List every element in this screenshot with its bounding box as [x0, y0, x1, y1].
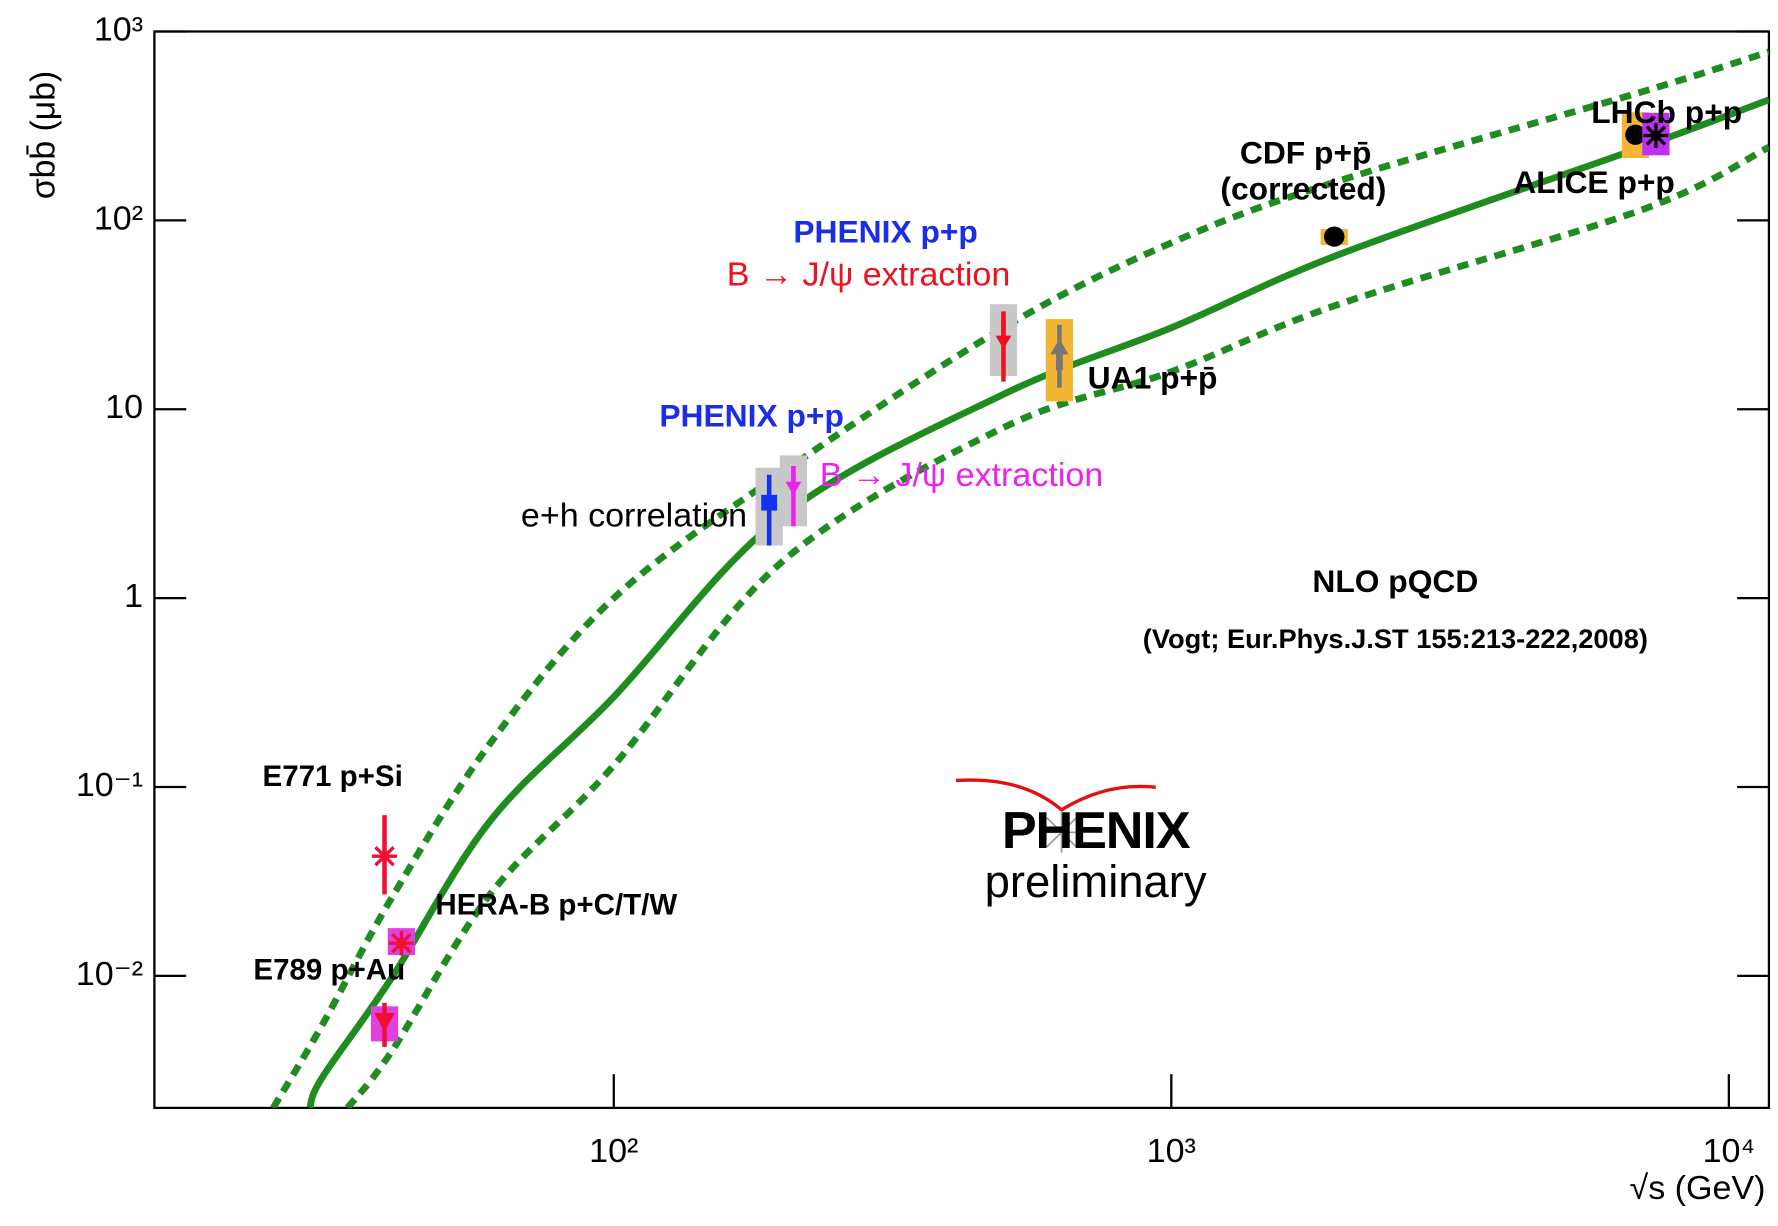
y-tick-label: 10⁻² — [76, 955, 143, 993]
theory-curve — [306, 96, 1769, 1108]
x-tick-label: 10² — [589, 1132, 638, 1170]
x-tick-label: 10³ — [1147, 1132, 1196, 1170]
annotation: PHENIX p+p — [793, 213, 978, 249]
annotation: B → J/ψ extraction — [727, 256, 1011, 294]
y-tick-label: 10³ — [94, 11, 143, 49]
annotation: NLO pQCD — [1312, 563, 1478, 599]
y-tick-label: 10⁻¹ — [76, 766, 143, 804]
annotation: e+h correlation — [521, 496, 747, 534]
annotation: E771 p+Si — [263, 760, 403, 793]
plot-frame — [153, 30, 1771, 1110]
theory-curve — [344, 144, 1769, 1108]
logo-arc — [955, 778, 1157, 812]
marker — [372, 843, 398, 869]
theory-curve — [270, 48, 1769, 1108]
marker — [374, 1012, 395, 1033]
annotation: PHENIX p+p — [659, 398, 844, 434]
marker — [388, 930, 414, 956]
marker — [785, 466, 802, 496]
y-tick-label: 10 — [105, 388, 143, 426]
annotation: ALICE p+p — [1513, 164, 1675, 200]
x-tick-label: 10⁴ — [1703, 1132, 1756, 1170]
logo-burst — [1041, 812, 1083, 853]
annotation: E789 p+Au — [253, 954, 405, 987]
y-axis-label: σbb̄ (μb) — [24, 71, 62, 199]
annotation: HERA-B p+C/T/W — [435, 888, 677, 921]
marker — [1643, 123, 1669, 148]
x-axis-label: √s (GeV) — [1630, 1169, 1766, 1207]
annotation: (corrected) — [1220, 171, 1386, 207]
annotation: UA1 p+p̄ — [1088, 360, 1218, 396]
marker — [1050, 338, 1069, 371]
marker — [1324, 226, 1345, 247]
marker — [761, 494, 778, 511]
annotation: LHCb p+p — [1591, 94, 1742, 130]
y-tick-label: 1 — [124, 577, 143, 615]
marker — [995, 319, 1012, 350]
y-tick-label: 10² — [94, 199, 143, 237]
annotation: B → J/ψ extraction — [820, 456, 1104, 494]
marker — [1625, 124, 1646, 145]
annotation: CDF p+p̄ — [1240, 135, 1372, 171]
plot-area — [270, 48, 1769, 1108]
annotation: (Vogt; Eur.Phys.J.ST 155:213-222,2008) — [1143, 623, 1648, 654]
logo-name: PHENIX — [1002, 802, 1191, 860]
logo-subtitle: preliminary — [985, 856, 1207, 907]
